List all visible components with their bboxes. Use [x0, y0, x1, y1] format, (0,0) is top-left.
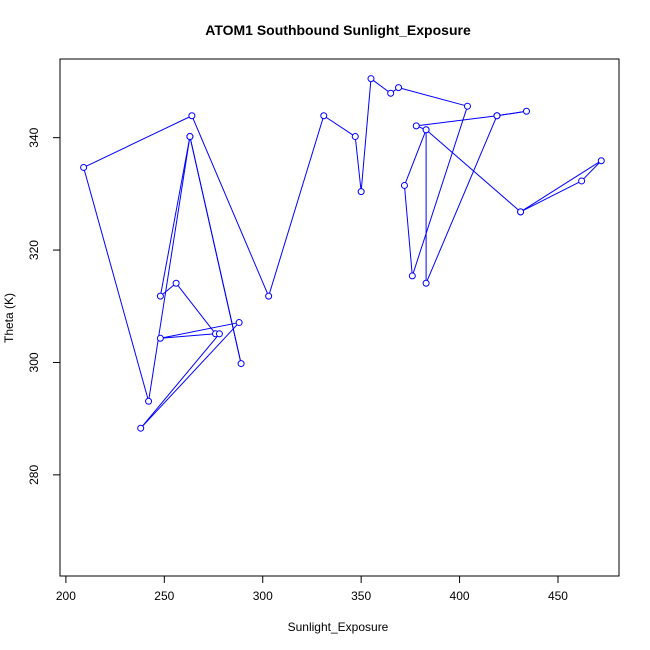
x-tick-label: 450	[548, 589, 568, 603]
y-axis-title: Theta (K)	[2, 293, 16, 343]
data-point	[412, 122, 420, 130]
data-point	[215, 330, 223, 338]
x-tick-label: 300	[253, 589, 273, 603]
chart-title: ATOM1 Southbound Sunlight_Exposure	[205, 22, 471, 38]
series-segment	[140, 322, 240, 429]
series-segment	[354, 136, 362, 192]
series-segment	[160, 333, 216, 339]
data-point	[265, 292, 273, 300]
data-point	[522, 107, 530, 115]
data-point	[357, 188, 365, 196]
data-point	[172, 279, 180, 287]
data-point	[400, 181, 408, 189]
x-tick-label: 250	[154, 589, 174, 603]
data-point	[237, 360, 245, 368]
series-segment	[191, 115, 270, 297]
y-tick-label: 320	[27, 240, 41, 260]
y-axis: 280 300 320 340	[27, 127, 61, 485]
series-segment	[370, 78, 391, 94]
data-point	[186, 133, 194, 141]
series-segment	[160, 322, 240, 339]
series-segment	[398, 87, 468, 107]
data-point	[145, 397, 153, 405]
series-segment	[159, 136, 191, 297]
series-segment	[425, 115, 498, 284]
data-point	[156, 334, 164, 342]
data-point	[517, 208, 525, 216]
x-tick-label: 200	[56, 589, 76, 603]
data-point	[422, 126, 430, 134]
x-axis: 200 250 300 350 400 450	[56, 575, 568, 603]
series-segment	[496, 110, 527, 117]
data-point	[367, 75, 375, 83]
data-point	[422, 279, 430, 287]
x-tick-label: 350	[351, 589, 371, 603]
series-segment	[403, 129, 427, 186]
series-segment	[360, 78, 372, 192]
y-tick-label: 340	[27, 127, 41, 147]
series-segment	[581, 160, 602, 182]
series-segment	[83, 115, 193, 168]
data-point	[395, 84, 403, 92]
series-segment	[140, 333, 220, 429]
y-tick-label: 300	[27, 352, 41, 372]
series-segment	[323, 115, 356, 137]
series-layer	[80, 75, 605, 432]
data-point	[235, 319, 243, 327]
series-segment	[411, 106, 468, 277]
series-segment	[189, 136, 242, 364]
series-segment	[175, 282, 216, 335]
x-axis-title: Sunlight_Exposure	[288, 620, 389, 634]
plot-frame	[59, 58, 620, 577]
x-tick-label: 400	[450, 589, 470, 603]
data-point	[80, 163, 88, 171]
series-segment	[148, 136, 191, 402]
data-point	[597, 157, 605, 165]
series-segment	[403, 185, 413, 276]
data-point	[137, 424, 145, 432]
data-point	[408, 272, 416, 280]
data-point	[493, 112, 501, 120]
data-point	[156, 292, 164, 300]
data-point	[188, 112, 196, 120]
series-segment	[83, 167, 150, 402]
data-point	[387, 89, 395, 97]
series-segment	[268, 115, 325, 297]
data-point	[463, 102, 471, 110]
data-point	[578, 177, 586, 185]
data-point	[351, 133, 359, 141]
series-segment	[416, 115, 498, 127]
y-tick-label: 280	[27, 465, 41, 485]
series-segment	[520, 180, 582, 213]
data-point	[320, 112, 328, 120]
series-segment	[520, 160, 602, 213]
